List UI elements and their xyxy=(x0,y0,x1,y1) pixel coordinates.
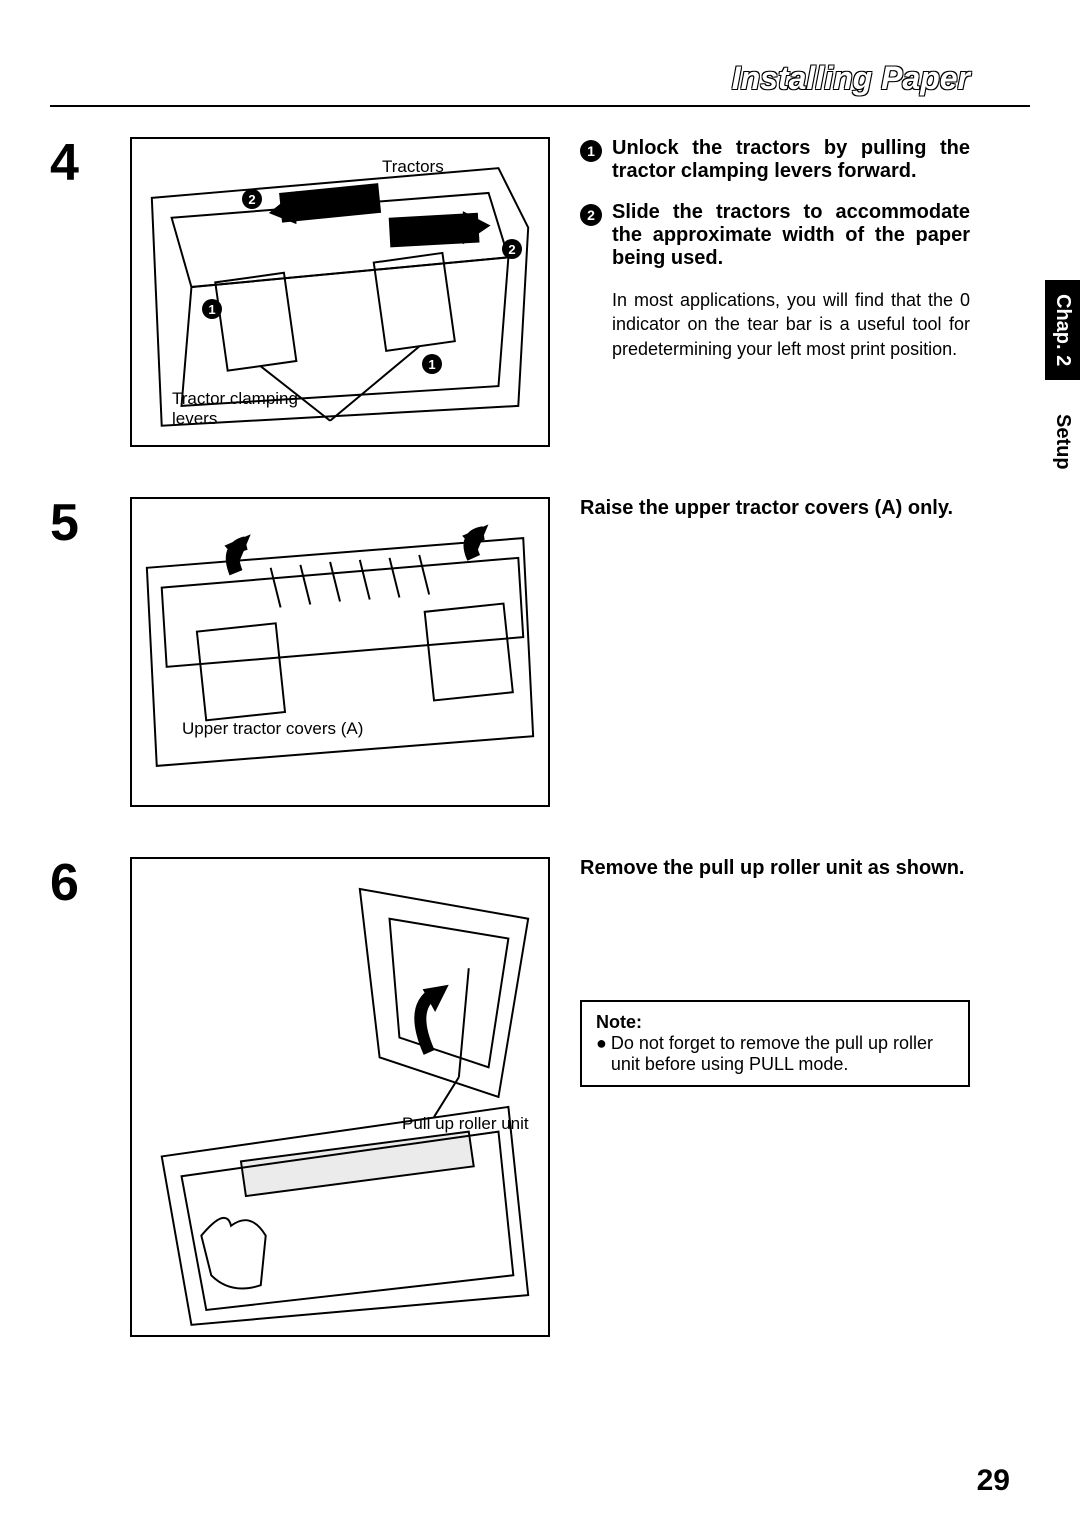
callout-2-icon: 2 xyxy=(502,239,522,259)
note-title: Note: xyxy=(596,1012,954,1033)
bullet-icon: ● xyxy=(596,1033,607,1075)
step-number: 4 xyxy=(50,137,100,447)
chapter-tab: Chap. 2 xyxy=(1045,280,1080,380)
step-6: 6 Pull up roller unit Remove th xyxy=(50,857,1030,1337)
step-5: 5 xyxy=(50,497,1030,807)
callout-1-icon: 1 xyxy=(422,354,442,374)
instructions-step-5: Raise the upper tractor covers (A) only. xyxy=(580,497,970,807)
step-number: 6 xyxy=(50,857,100,1337)
instruction-body: In most applications, you will find that… xyxy=(612,288,970,361)
page-number: 29 xyxy=(977,1464,1010,1498)
instructions-step-4: 1 Unlock the tractors by pulling the tra… xyxy=(580,137,970,447)
instructions-step-6: Remove the pull up roller unit as shown.… xyxy=(580,857,970,1337)
note-body: ● Do not forget to remove the pull up ro… xyxy=(596,1033,954,1075)
instruction-item: 2 Slide the tractors to accommodate the … xyxy=(580,201,970,270)
step-4: 4 Tractors Tractor clampin xyxy=(50,137,1030,447)
instruction-text: Unlock the tractors by pulling the tract… xyxy=(612,137,970,183)
figure-label-tractors: Tractors xyxy=(382,157,444,177)
page-header-title: Installing Paper xyxy=(50,60,1030,97)
bullet-2-icon: 2 xyxy=(580,204,602,226)
figure-step-6: Pull up roller unit xyxy=(130,857,550,1337)
callout-2-icon: 2 xyxy=(242,189,262,209)
instruction-text: Slide the tractors to accommodate the ap… xyxy=(612,201,970,270)
note-text: Do not forget to remove the pull up roll… xyxy=(611,1033,954,1075)
figure-step-5: Upper tractor covers (A) xyxy=(130,497,550,807)
pull-up-roller-illustration xyxy=(132,859,548,1335)
step-number: 5 xyxy=(50,497,100,807)
bullet-1-icon: 1 xyxy=(580,140,602,162)
figure-label-roller-unit: Pull up roller unit xyxy=(402,1114,529,1134)
instruction-item: 1 Unlock the tractors by pulling the tra… xyxy=(580,137,970,183)
figure-label-clamping-levers: Tractor clamping levers xyxy=(172,389,332,429)
header-rule xyxy=(50,105,1030,107)
section-tab: Setup xyxy=(1045,400,1080,484)
side-tabs: Chap. 2 Setup xyxy=(1045,280,1080,484)
figure-label-tractor-covers: Upper tractor covers (A) xyxy=(182,719,363,739)
instruction-text: Raise the upper tractor covers (A) only. xyxy=(580,497,970,520)
callout-1-icon: 1 xyxy=(202,299,222,319)
tractor-covers-illustration xyxy=(132,499,548,805)
note-box: Note: ● Do not forget to remove the pull… xyxy=(580,1000,970,1087)
figure-step-4: Tractors Tractor clamping levers 2 2 1 1 xyxy=(130,137,550,447)
instruction-text: Remove the pull up roller unit as shown. xyxy=(580,857,970,880)
